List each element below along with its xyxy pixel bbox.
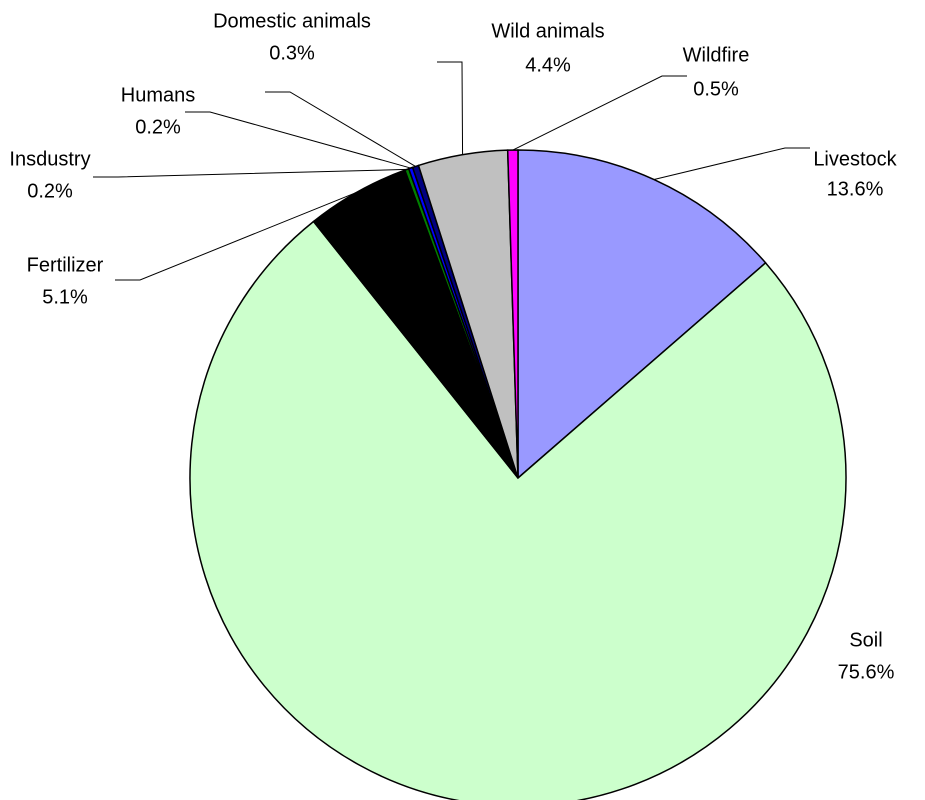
slice-value-label: 75.6%: [838, 661, 895, 683]
slice-label: Domestic animals: [213, 10, 371, 32]
slice-value-label: 13.6%: [827, 178, 884, 200]
slice-value-label: 0.2%: [135, 116, 181, 138]
leader-line: [437, 61, 464, 155]
leader-line: [265, 91, 416, 167]
slice-value-label: 0.2%: [27, 180, 73, 202]
leader-line: [115, 191, 358, 281]
leader-line: [512, 75, 687, 151]
slice-label: Livestock: [813, 148, 897, 170]
leader-line: [653, 147, 810, 181]
pie-slice: [189, 220, 847, 800]
leader-line: [93, 168, 407, 178]
slice-value-label: 0.5%: [693, 78, 739, 100]
slice-value-label: 5.1%: [42, 286, 88, 308]
slice-label: Fertilizer: [27, 254, 104, 276]
slice-label: Humans: [121, 84, 195, 106]
leader-line: [185, 111, 411, 169]
slice-value-label: 4.4%: [525, 54, 571, 76]
slice-label: Wildfire: [683, 44, 750, 66]
slice-value-label: 0.3%: [269, 42, 315, 64]
pie-slice: [517, 149, 767, 480]
slice-label: Insdustry: [9, 148, 90, 170]
slice-label: Soil: [849, 629, 882, 651]
slice-label: Wild animals: [491, 20, 604, 42]
